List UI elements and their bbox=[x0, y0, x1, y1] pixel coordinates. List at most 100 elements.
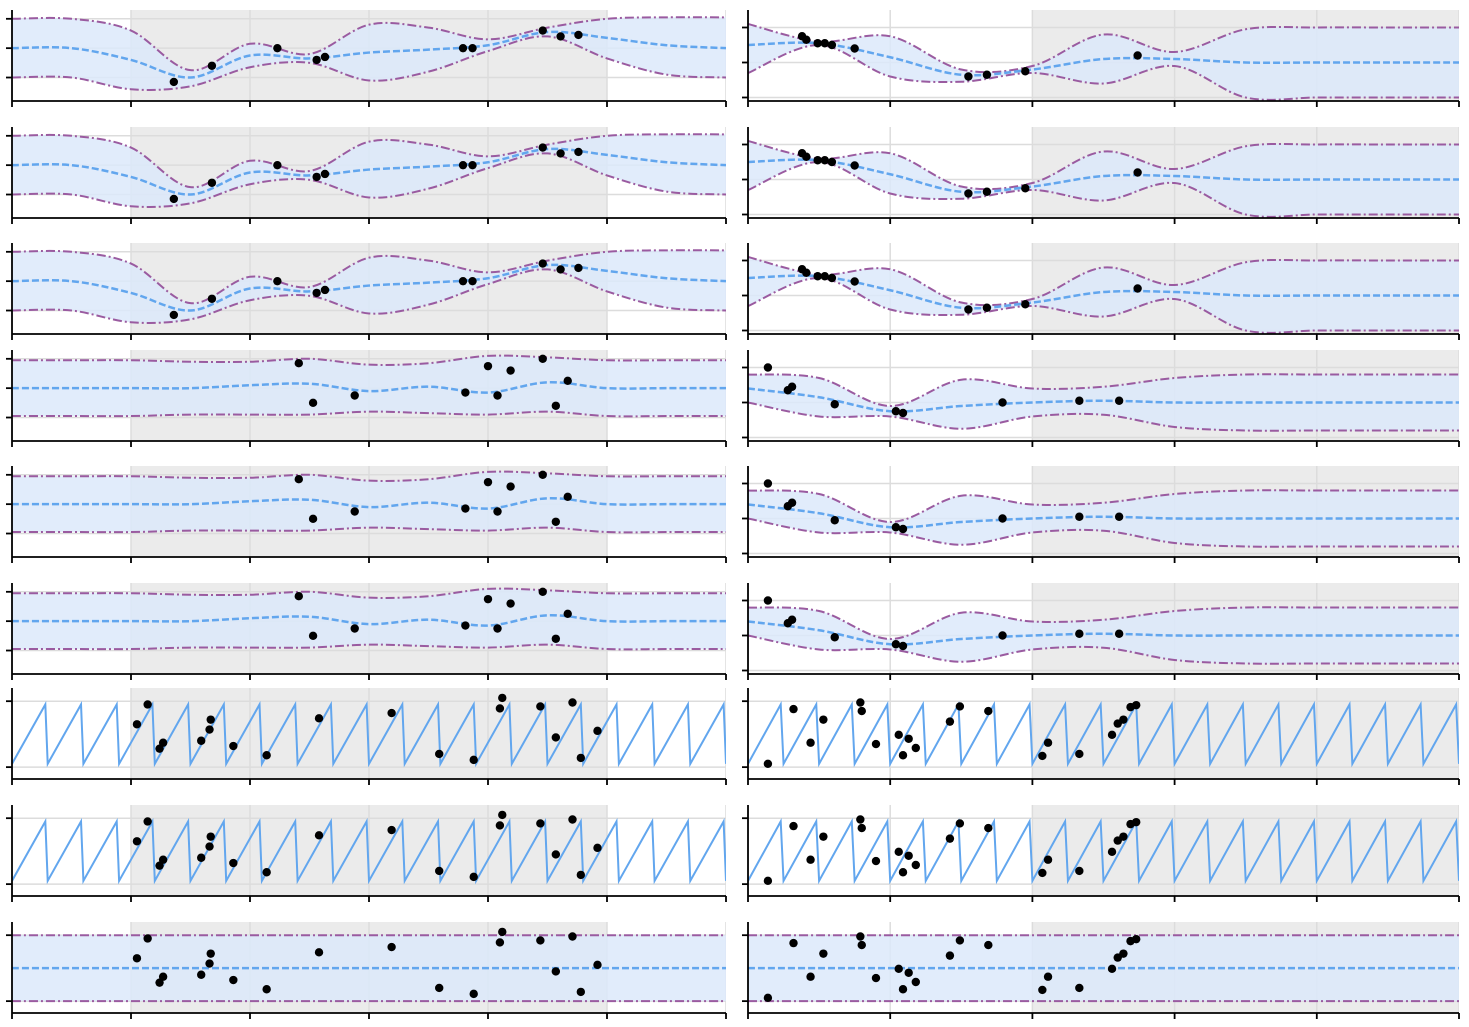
observation bbox=[813, 156, 822, 165]
observation bbox=[1132, 700, 1141, 710]
observation bbox=[850, 161, 859, 170]
observation bbox=[506, 482, 515, 491]
panel bbox=[748, 243, 1459, 334]
observation bbox=[945, 951, 955, 960]
observation bbox=[458, 276, 468, 286]
observation bbox=[894, 964, 903, 974]
observation bbox=[1021, 300, 1030, 309]
observation bbox=[536, 819, 545, 828]
observation bbox=[273, 276, 282, 286]
observation bbox=[982, 187, 992, 196]
observation bbox=[350, 624, 359, 633]
observation bbox=[506, 366, 515, 375]
observation bbox=[556, 32, 565, 41]
observation bbox=[856, 932, 865, 941]
observation bbox=[262, 751, 271, 760]
observation bbox=[789, 704, 798, 714]
observation bbox=[273, 160, 282, 170]
observation bbox=[576, 987, 586, 997]
panel bbox=[12, 466, 726, 557]
observation bbox=[1021, 184, 1030, 193]
observation bbox=[1107, 964, 1117, 974]
observation bbox=[576, 870, 586, 880]
mean-line bbox=[748, 41, 1459, 77]
observation bbox=[538, 143, 547, 152]
observation bbox=[312, 172, 321, 182]
observation bbox=[197, 853, 206, 862]
observation bbox=[568, 932, 577, 941]
observation bbox=[468, 276, 477, 286]
observation bbox=[350, 507, 359, 516]
observation bbox=[898, 408, 908, 418]
observation bbox=[551, 967, 561, 976]
observation bbox=[904, 851, 913, 860]
observation bbox=[830, 516, 839, 525]
observation bbox=[574, 263, 583, 273]
observation bbox=[205, 842, 214, 851]
band bbox=[12, 471, 726, 533]
observation bbox=[469, 755, 478, 765]
mean-line bbox=[12, 700, 726, 768]
upper-bound bbox=[12, 354, 726, 366]
observation bbox=[143, 934, 152, 943]
panel bbox=[748, 10, 1459, 101]
panel bbox=[748, 805, 1459, 896]
observation bbox=[1075, 629, 1084, 638]
observation bbox=[1043, 855, 1053, 864]
observation bbox=[1038, 751, 1047, 761]
observation bbox=[551, 634, 561, 643]
observation bbox=[1075, 396, 1084, 405]
observation bbox=[891, 407, 901, 416]
observation bbox=[827, 273, 837, 283]
observation bbox=[998, 514, 1007, 523]
observation bbox=[813, 272, 822, 281]
observation bbox=[574, 30, 583, 40]
observation bbox=[469, 989, 478, 999]
observation bbox=[294, 475, 303, 484]
observation bbox=[894, 730, 903, 740]
observation bbox=[857, 706, 866, 716]
observation bbox=[576, 753, 586, 763]
observation bbox=[830, 400, 839, 409]
mean-line bbox=[748, 620, 1459, 646]
observation bbox=[820, 39, 829, 48]
observation bbox=[982, 303, 992, 312]
observation bbox=[469, 872, 478, 882]
observation bbox=[813, 39, 822, 48]
observation bbox=[850, 44, 859, 53]
lower-bound bbox=[748, 401, 1459, 432]
observation bbox=[568, 815, 577, 824]
observation bbox=[308, 631, 318, 641]
observation bbox=[312, 288, 321, 298]
observation bbox=[294, 592, 303, 601]
observation bbox=[320, 52, 330, 62]
panel bbox=[12, 688, 726, 779]
observation bbox=[850, 277, 859, 286]
upper-bound bbox=[12, 16, 726, 72]
observation bbox=[205, 959, 214, 968]
observation bbox=[1107, 730, 1117, 740]
observation bbox=[206, 715, 215, 724]
observation bbox=[802, 268, 811, 277]
observation bbox=[207, 294, 217, 303]
observation bbox=[593, 843, 602, 853]
observation bbox=[1075, 749, 1084, 759]
observation bbox=[998, 398, 1007, 407]
observation bbox=[493, 507, 502, 516]
observation bbox=[556, 149, 565, 158]
observation bbox=[551, 850, 561, 859]
observation bbox=[998, 631, 1007, 640]
observation bbox=[789, 821, 798, 831]
observation bbox=[763, 479, 773, 488]
observation bbox=[806, 738, 815, 747]
observation bbox=[806, 972, 815, 981]
mean-line bbox=[748, 700, 1459, 768]
observation bbox=[955, 702, 965, 711]
observation bbox=[314, 948, 324, 957]
observation bbox=[435, 866, 444, 876]
observation bbox=[787, 615, 797, 624]
observation bbox=[551, 733, 561, 742]
lower-bound bbox=[748, 634, 1459, 665]
observation bbox=[536, 702, 545, 711]
band bbox=[748, 374, 1459, 431]
